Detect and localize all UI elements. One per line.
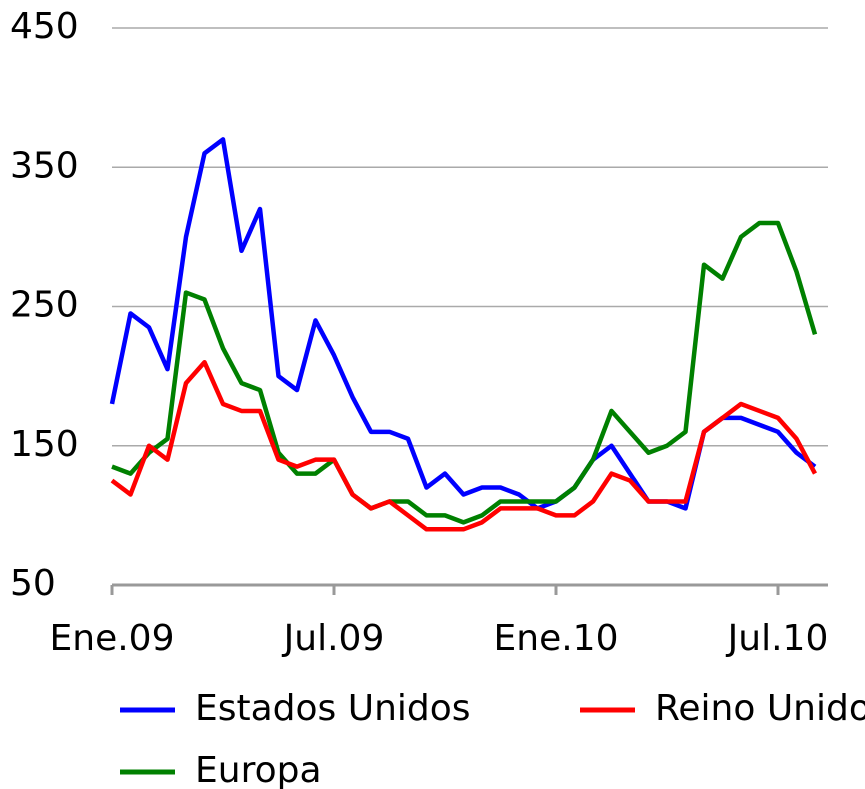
y-tick-label: 450 xyxy=(10,6,79,47)
line xyxy=(110,359,817,532)
line xyxy=(109,137,817,511)
legend-label: Reino Unido xyxy=(655,688,865,729)
y-tick-label: 350 xyxy=(10,145,79,186)
legend-label: Estados Unidos xyxy=(195,688,471,729)
y-tick-label: 150 xyxy=(10,424,79,465)
line xyxy=(111,220,818,525)
legend-label: Europa xyxy=(195,750,322,789)
x-tick-label: Ene.09 xyxy=(50,618,175,659)
y-tick-label: 250 xyxy=(10,285,79,326)
x-tick-label: Ene.10 xyxy=(494,618,619,659)
x-tick-label: Jul.10 xyxy=(726,618,829,659)
x-tick-label: Jul.09 xyxy=(282,618,385,659)
y-tick-label: 50 xyxy=(10,563,56,604)
